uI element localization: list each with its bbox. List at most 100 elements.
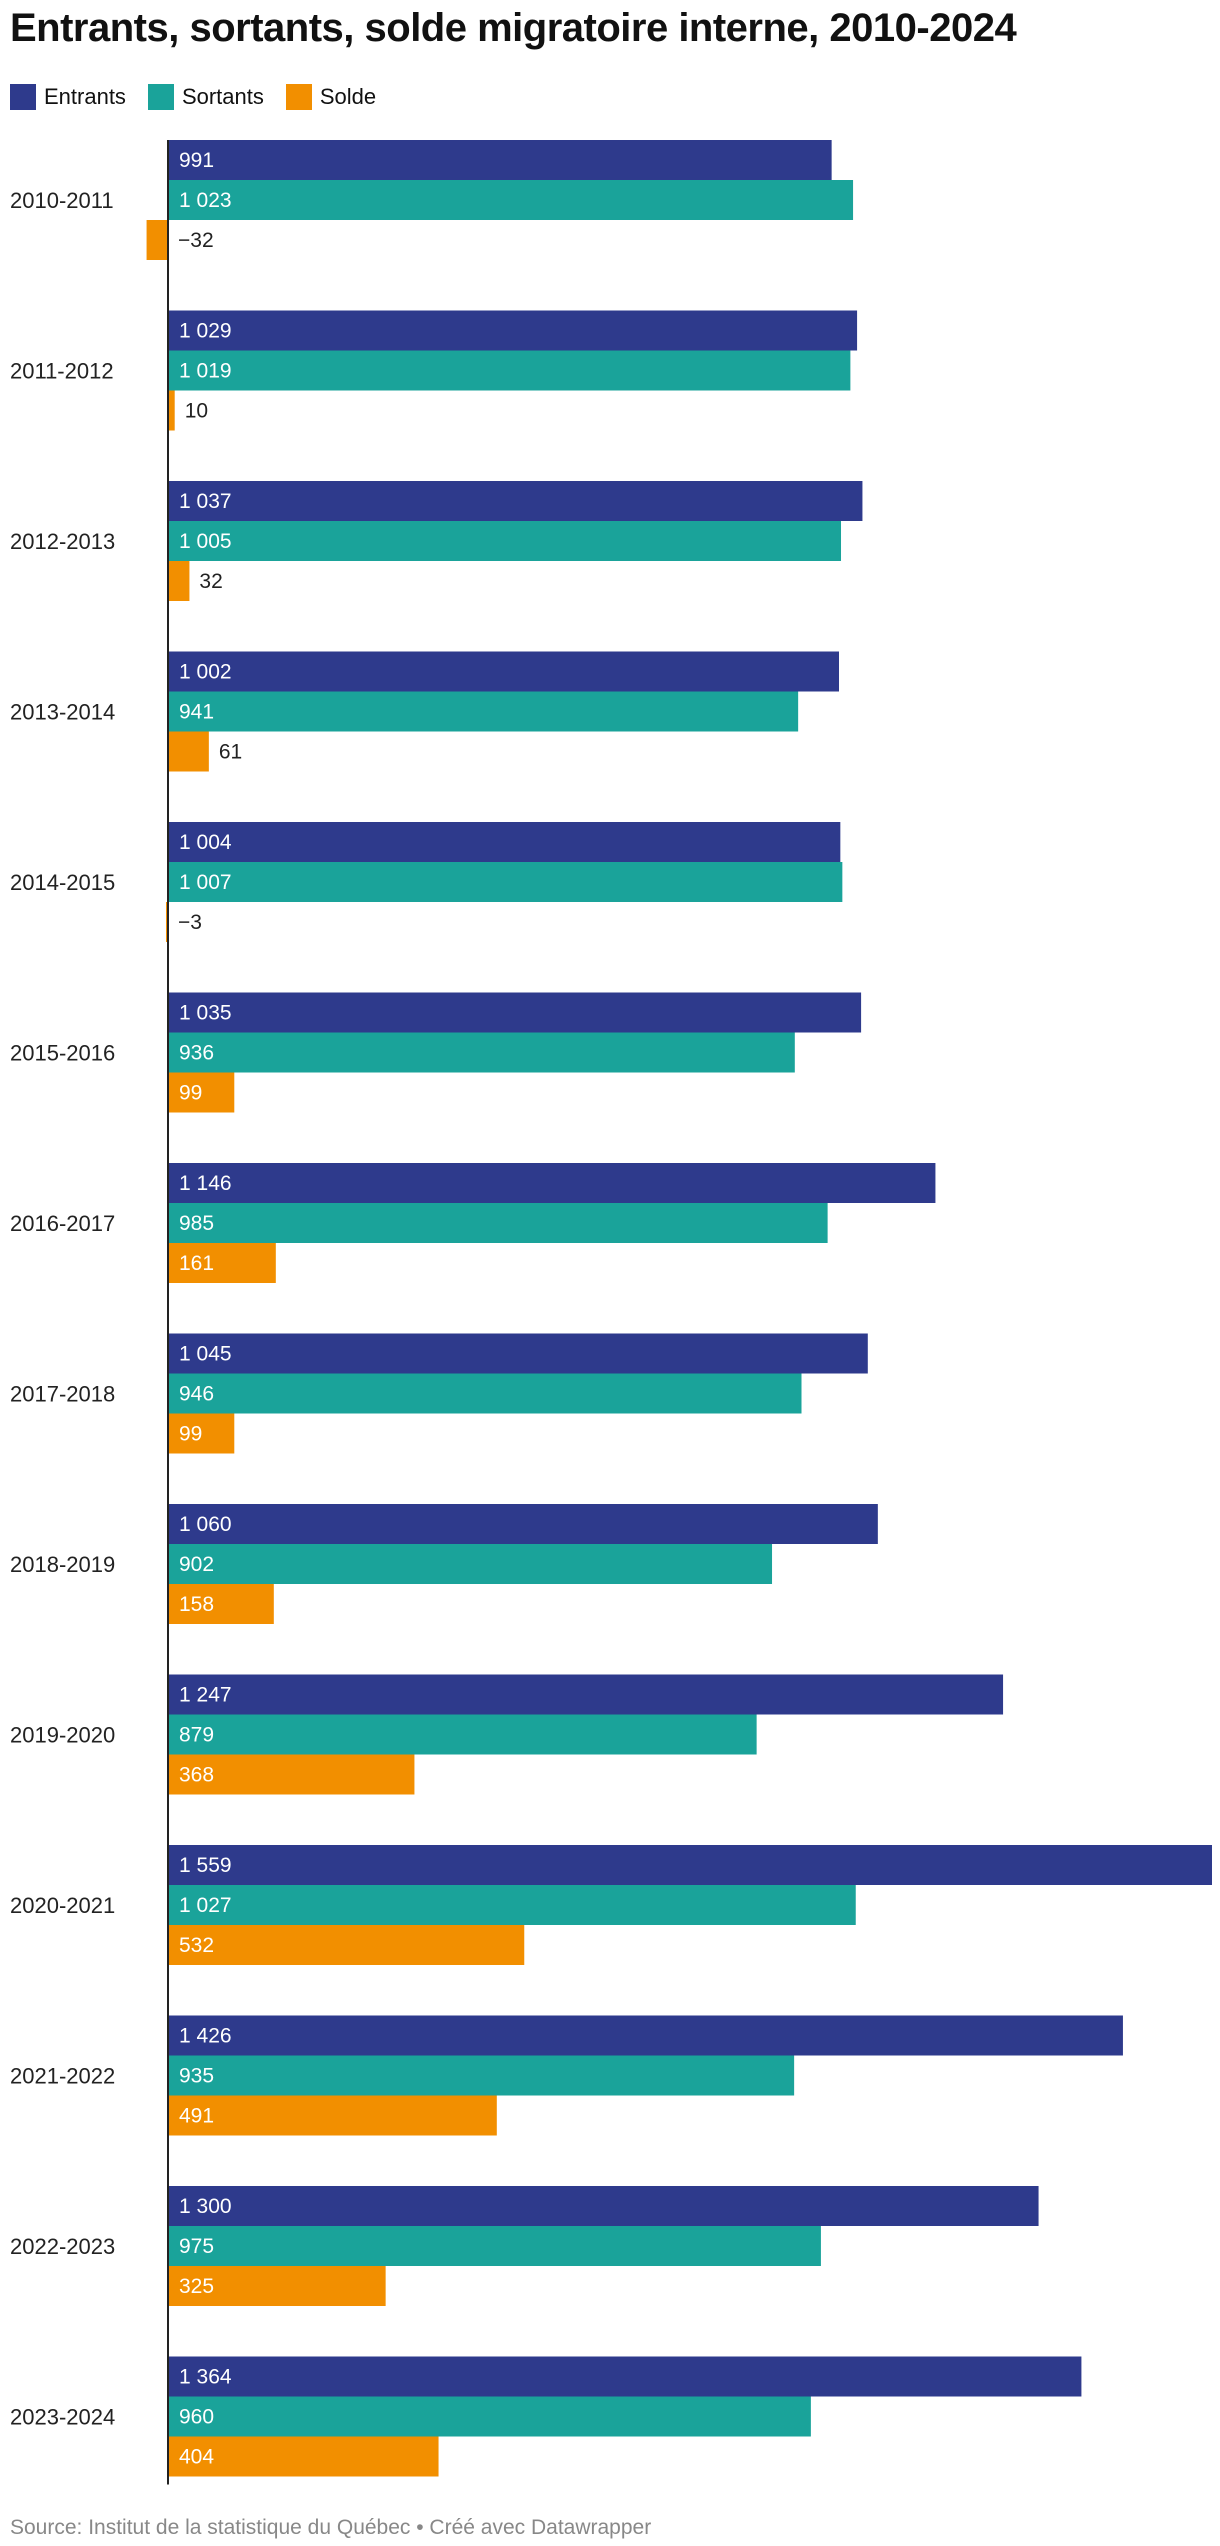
bar-value-label: −3 [178, 911, 202, 934]
bar-value-label: 985 [179, 1212, 214, 1235]
legend-item-sortants: Sortants [147, 84, 264, 110]
category-label: 2016-2017 [10, 1211, 115, 1236]
bar-value-label: 1 300 [179, 2195, 232, 2218]
bar-value-label: 1 146 [179, 1172, 232, 1195]
bar-value-label: 1 005 [179, 530, 232, 553]
bar-value-label: 1 035 [179, 1002, 232, 1025]
bar-entrants [168, 651, 839, 692]
bar-entrants [168, 1333, 868, 1374]
bar-value-label: 10 [185, 400, 208, 423]
bar-value-label: 61 [219, 741, 242, 764]
category-label: 2010-2011 [10, 188, 114, 213]
category-label: 2023-2024 [10, 2405, 115, 2430]
bar-solde [168, 1754, 415, 1795]
bar-value-label: 879 [179, 1724, 214, 1747]
bar-value-label: 1 004 [179, 831, 232, 854]
bar-value-label: 99 [179, 1423, 202, 1446]
category-label: 2019-2020 [10, 1723, 115, 1748]
category-label: 2014-2015 [10, 870, 115, 895]
bar-solde [168, 2266, 386, 2306]
bar-value-label: 1 045 [179, 1343, 232, 1366]
bar-solde [146, 220, 168, 260]
bar-value-label: 1 559 [179, 1854, 232, 1877]
bar-value-label: 158 [179, 1593, 214, 1616]
bar-value-label: 1 037 [179, 490, 232, 513]
bar-sortants [168, 2055, 795, 2096]
bar-value-label: 532 [179, 1934, 214, 1957]
bar-value-label: 1 364 [179, 2366, 232, 2389]
legend-swatch-solde [285, 84, 312, 110]
legend-label-sortants: Sortants [181, 84, 264, 109]
category-label: 2011-2012 [10, 359, 114, 384]
category-label: 2017-2018 [10, 1382, 115, 1407]
chart-title: Entrants, sortants, solde migratoire int… [10, 6, 1017, 50]
bar-entrants [168, 140, 832, 180]
legend-swatch-entrants [10, 84, 36, 110]
bar-value-label: 1 019 [179, 360, 232, 383]
bar-solde [168, 2095, 497, 2136]
bar-value-label: 1 007 [179, 871, 232, 894]
bar-value-label: 1 426 [179, 2025, 232, 2048]
bar-value-label: 161 [179, 1252, 214, 1275]
source-footer: Source: Institut de la statistique du Qu… [10, 2516, 652, 2539]
bar-entrants [168, 2356, 1082, 2397]
bar-value-label: 32 [199, 570, 222, 593]
bar-solde [168, 1243, 276, 1283]
bar-solde [165, 902, 168, 942]
category-label: 2018-2019 [10, 1552, 115, 1577]
bar-value-label: 325 [179, 2275, 214, 2298]
bar-value-label: 1 027 [179, 1894, 232, 1917]
legend-label-entrants: Entrants [44, 84, 126, 109]
bar-sortants [168, 2396, 811, 2437]
bar-value-label: −32 [178, 229, 214, 252]
bar-value-label: 946 [179, 1383, 214, 1406]
bar-entrants [168, 1674, 1004, 1715]
category-label: 2015-2016 [10, 1041, 115, 1066]
bar-entrants [168, 2186, 1039, 2226]
bar-sortants [168, 350, 851, 391]
legend-label-solde: Solde [319, 84, 377, 109]
bar-solde [168, 2436, 439, 2477]
legend-item-solde: Solde [285, 84, 377, 110]
bar-value-label: 991 [179, 149, 214, 172]
bar-solde [168, 1413, 235, 1454]
category-label: 2020-2021 [10, 1893, 115, 1918]
legend-item-entrants: Entrants [10, 84, 126, 110]
bar-sortants [168, 2226, 821, 2266]
bar-sortants [168, 1373, 802, 1414]
bar-value-label: 960 [179, 2406, 214, 2429]
bar-value-label: 1 002 [179, 661, 232, 684]
bar-entrants [168, 992, 862, 1033]
bar-value-label: 936 [179, 1042, 214, 1065]
bar-value-label: 935 [179, 2065, 214, 2088]
bar-solde [168, 1925, 525, 1965]
bar-value-label: 368 [179, 1764, 214, 1787]
legend: Entrants Sortants Solde [10, 84, 398, 110]
bar-entrants [168, 2015, 1123, 2056]
bar-solde [168, 731, 209, 772]
category-label: 2012-2013 [10, 529, 115, 554]
bar-sortants [168, 1544, 773, 1584]
bar-entrants [168, 822, 841, 862]
bar-sortants [168, 862, 843, 902]
legend-swatch-sortants [147, 84, 174, 110]
bar-value-label: 99 [179, 1082, 202, 1105]
bar-entrants [168, 481, 863, 521]
bar-sortants [168, 1714, 757, 1755]
bar-solde [168, 1072, 235, 1113]
bar-sortants [168, 691, 799, 732]
bar-value-label: 1 247 [179, 1684, 232, 1707]
bar-value-label: 975 [179, 2235, 214, 2258]
bar-entrants [168, 310, 858, 351]
bar-sortants [168, 1203, 828, 1243]
bar-sortants [168, 1032, 795, 1073]
bar-value-label: 941 [179, 701, 214, 724]
category-label: 2022-2023 [10, 2234, 115, 2259]
bar-solde [168, 390, 175, 431]
bar-entrants [168, 1845, 1212, 1885]
bar-entrants [168, 1163, 936, 1203]
bar-sortants [168, 180, 854, 220]
category-label: 2021-2022 [10, 2064, 115, 2089]
category-label: 2013-2014 [10, 700, 115, 725]
